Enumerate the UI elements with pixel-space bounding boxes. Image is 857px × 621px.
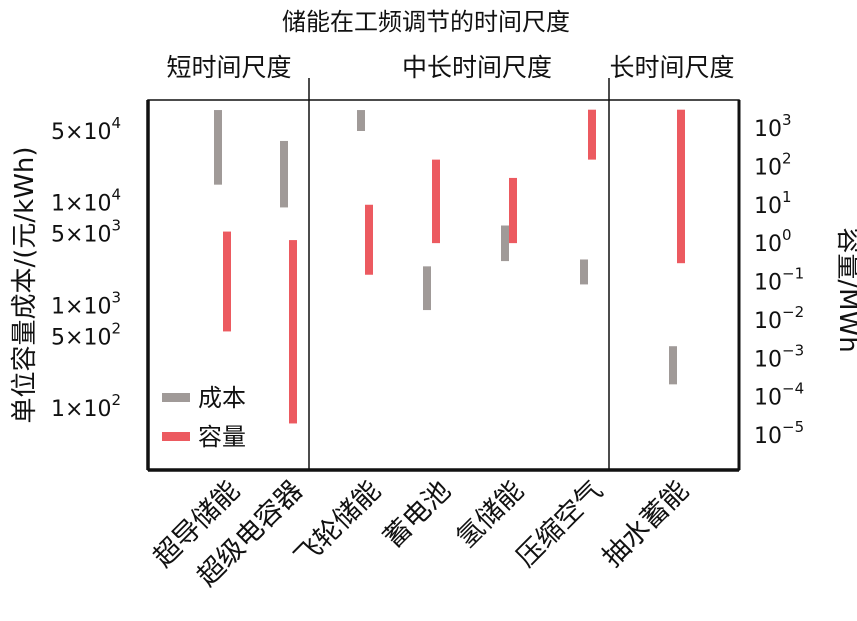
right-tick-label: 10−1 (754, 265, 804, 296)
legend-swatch-cost (162, 393, 190, 402)
category-label: 蓄电池 (378, 475, 457, 554)
cost-bar (501, 225, 509, 262)
cost-bar (357, 110, 365, 131)
right-axis-label: 容量/MWh (833, 227, 857, 352)
left-tick-label: 1×103 (51, 288, 121, 319)
left-tick-label: 5×103 (51, 217, 121, 248)
category-label: 飞轮储能 (289, 475, 387, 573)
category-label: 氢储能 (451, 475, 530, 554)
right-tick-label: 100 (754, 226, 792, 257)
section-label-short: 短时间尺度 (166, 53, 291, 82)
left-axis-label: 单位容量成本/(元/kWh) (10, 146, 40, 423)
capacity-bar (289, 240, 297, 424)
legend-label-cost: 成本 (198, 384, 246, 412)
cost-bar (423, 266, 431, 311)
right-tick-label: 10−3 (754, 341, 804, 372)
capacity-bar (223, 231, 231, 332)
right-tick-label: 10−5 (754, 418, 804, 449)
left-tick-label: 5×104 (51, 114, 121, 145)
capacity-bar (588, 109, 596, 160)
cost-bar (580, 259, 588, 285)
category-label: 压缩空气 (511, 475, 609, 573)
plot-frame (147, 99, 740, 471)
chart-title: 储能在工频调节的时间尺度 (282, 8, 570, 36)
right-tick-label: 102 (754, 149, 792, 180)
right-tick-label: 101 (754, 188, 792, 219)
right-tick-label: 103 (754, 111, 792, 142)
capacity-bar (365, 204, 373, 275)
capacity-bar (432, 159, 440, 244)
section-label-medium-long: 中长时间尺度 (402, 53, 552, 82)
left-tick-label: 5×102 (51, 319, 121, 350)
cost-bar (214, 110, 222, 185)
legend-swatch-capacity (162, 432, 190, 441)
right-axis-ticks: 103 102 101 100 10−1 10−2 10−3 10−4 10−5 (754, 111, 804, 449)
legend-label-capacity: 容量 (198, 423, 246, 451)
legend: 成本 容量 (162, 384, 246, 451)
capacity-bar (677, 109, 685, 264)
range-bars (214, 109, 685, 424)
section-label-long: 长时间尺度 (609, 53, 734, 82)
capacity-bar (509, 177, 517, 244)
right-tick-label: 10−4 (754, 380, 804, 411)
right-tick-label: 10−2 (754, 303, 804, 334)
category-label: 抽水蓄能 (597, 475, 695, 573)
cost-bar (669, 346, 677, 385)
cost-bar (280, 140, 288, 208)
left-tick-label: 1×104 (51, 186, 121, 217)
left-tick-label: 1×102 (51, 391, 121, 422)
